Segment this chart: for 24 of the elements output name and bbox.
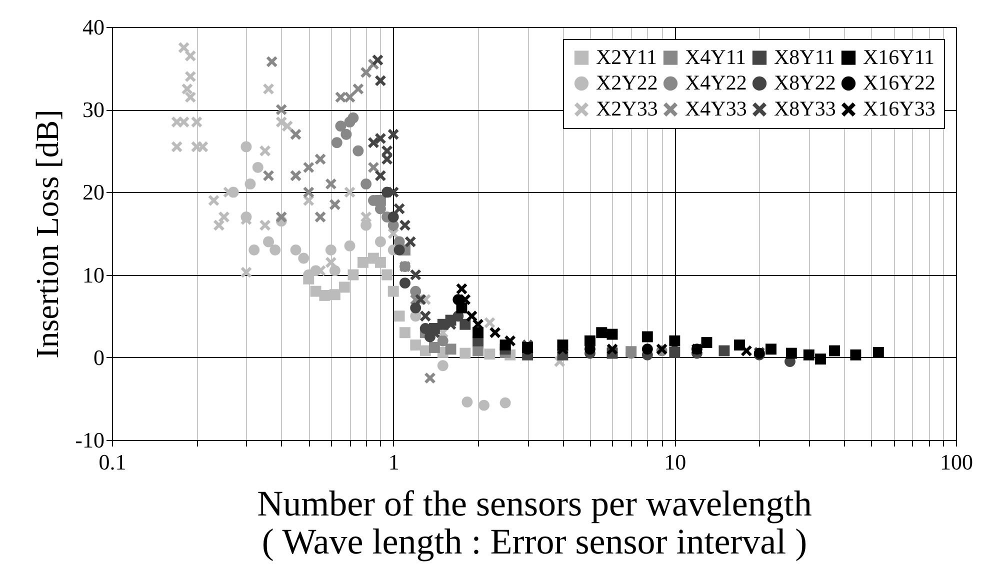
legend-label: X8Y11 — [774, 44, 836, 69]
legend-label: X2Y22 — [596, 70, 658, 94]
legend-label: X16Y22 — [863, 70, 936, 94]
legend-label: X16Y11 — [863, 44, 935, 69]
y-tick-label: 10 — [82, 262, 104, 288]
y-tick-label: -10 — [75, 428, 104, 452]
legend-label: X16Y33 — [863, 96, 936, 120]
legend-label: X2Y33 — [596, 96, 658, 120]
y-tick-label: 20 — [82, 180, 104, 205]
y-tick-label: 30 — [82, 97, 104, 122]
legend-label: X4Y22 — [685, 70, 747, 94]
legend-label: X4Y11 — [685, 44, 746, 69]
x-tick-label: 0.1 — [98, 450, 126, 474]
legend-label: X8Y22 — [774, 70, 836, 94]
legend-label: X8Y33 — [774, 96, 836, 120]
x-tick-label: 100 — [940, 450, 973, 474]
y-tick-label: 0 — [94, 344, 104, 370]
x-tick-label: 10 — [664, 450, 686, 474]
legend-label: X2Y11 — [596, 44, 658, 69]
x-tick-label: 1 — [388, 450, 400, 474]
y-axis-title: Insertion Loss [dB] — [29, 110, 66, 358]
y-tick-label: 40 — [82, 14, 104, 40]
legend-label: X4Y33 — [685, 96, 747, 120]
x-axis-title: Number of the sensors per wavelength ( Wave length : Error sensor interval ) — [257, 484, 812, 562]
